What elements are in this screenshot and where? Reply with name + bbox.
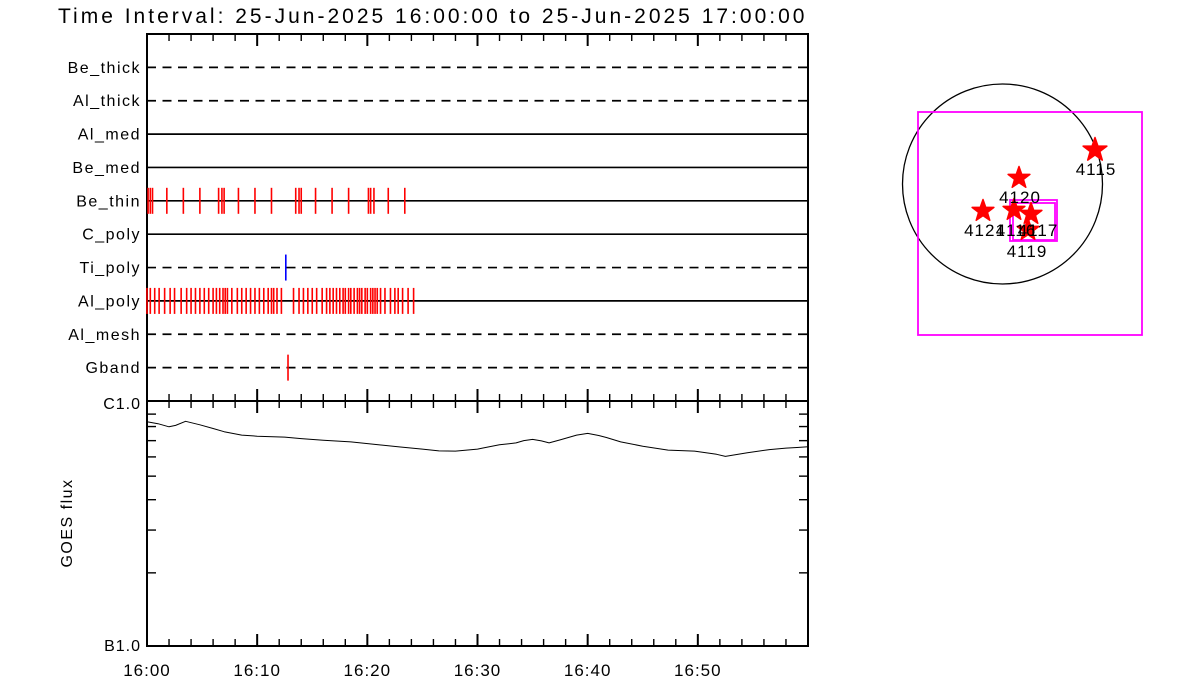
channel-label-Ti_poly: Ti_poly [80, 260, 141, 277]
active-region-label-4119: 4119 [1007, 242, 1048, 261]
goes-top-label: C1.0 [103, 396, 141, 413]
active-region-label-4121: 4121 [964, 221, 1006, 240]
channel-label-Al_poly: Al_poly [78, 293, 141, 310]
x-tick-label-16:30: 16:30 [454, 661, 502, 680]
fov-box-0 [917, 111, 1143, 336]
x-tick-label-16:50: 16:50 [674, 661, 722, 680]
timeline-panel-border [146, 33, 809, 402]
fov-box-1 [1009, 199, 1058, 242]
x-tick-label-16:40: 16:40 [564, 661, 612, 680]
active-region-star-4117 [1019, 201, 1043, 225]
active-region-label-4115: 4115 [1076, 160, 1117, 179]
x-tick-label-16:10: 16:10 [233, 661, 281, 680]
channel-label-Al_thick: Al_thick [73, 93, 141, 110]
channel-label-Be_thin: Be_thin [76, 193, 141, 210]
channel-label-Be_thick: Be_thick [68, 60, 141, 77]
channel-label-Gband: Gband [85, 360, 141, 377]
channel-label-Al_med: Al_med [78, 127, 141, 144]
goes-flux-curve [146, 420, 809, 457]
active-region-star-4116 [1002, 197, 1026, 221]
goes-bottom-label: B1.0 [104, 638, 141, 655]
sun-disk [901, 83, 1104, 285]
channel-label-Be_med: Be_med [72, 160, 141, 177]
channel-label-Al_mesh: Al_mesh [68, 327, 141, 344]
active-region-star-4119 [1016, 217, 1040, 241]
active-region-label-4120: 4120 [999, 188, 1041, 207]
active-region-label-4117: 4117 [1018, 221, 1059, 240]
fov-box-2 [1012, 202, 1056, 241]
x-tick-label-16:20: 16:20 [344, 661, 392, 680]
active-region-star-4115 [1082, 136, 1108, 161]
active-region-star-4121 [971, 198, 995, 222]
goes-y-axis-title: GOES flux [59, 478, 76, 567]
active-region-star-4120 [1007, 165, 1031, 189]
channel-label-C_poly: C_poly [82, 227, 141, 244]
plot-title: Time Interval: 25-Jun-2025 16:00:00 to 2… [58, 5, 808, 28]
goes-panel-border [146, 400, 809, 647]
x-tick-label-16:00: 16:00 [123, 661, 171, 680]
active-region-label-4116: 4116 [996, 221, 1037, 240]
